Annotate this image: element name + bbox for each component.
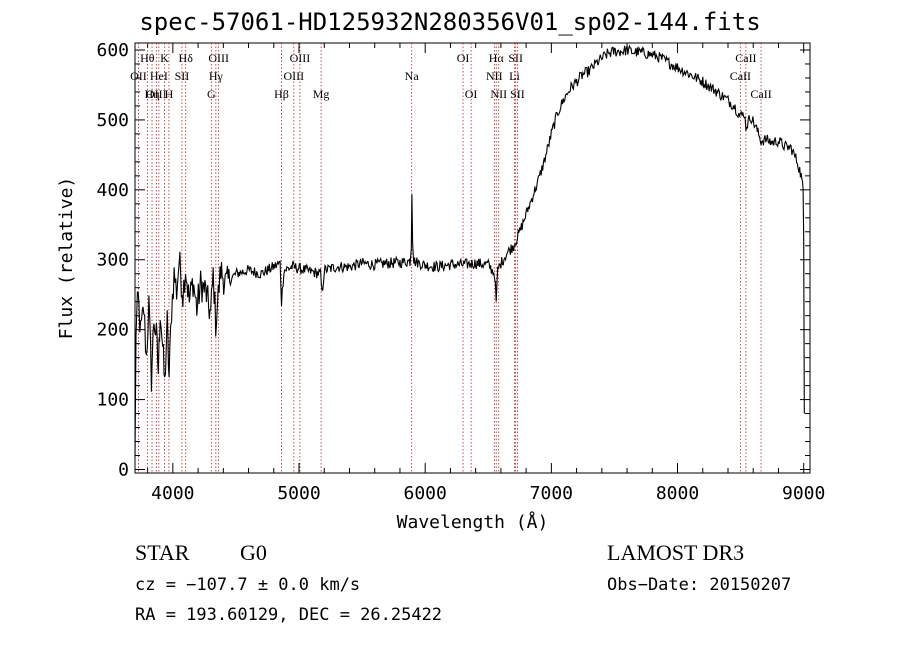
line-marker-label: CaII [735,51,756,65]
x-tick-label: 8000 [656,483,699,504]
line-marker-label: CaII [750,87,771,101]
line-marker-label: Hγ [209,69,224,83]
line-marker-label: NII [486,69,503,83]
subclass-label: G0 [240,540,267,565]
y-tick-label: 500 [96,110,129,131]
survey-label: LAMOST DR3 [607,540,745,565]
line-marker-label: OIII [208,51,229,65]
line-marker-label: OIII [146,87,167,101]
x-axis-label: Wavelength (Å) [397,511,549,533]
line-marker-label: Na [405,69,420,83]
line-marker-label: OI [465,87,478,101]
redshift-line: cz = −107.7 ± 0.0 km/s [135,575,361,595]
coordinates-line: RA = 193.60129, DEC = 26.25422 [135,605,443,625]
obs-date: Obs−Date: 20150207 [607,575,792,595]
line-marker-label: G [207,87,216,101]
line-marker-label: Hα [489,51,505,65]
line-marker-label: OIII [290,51,311,65]
line-marker-label: H [165,87,174,101]
line-marker-label: NII [490,87,507,101]
y-axis-label: Flux (relative) [56,177,77,340]
line-marker-label: Hδ [179,51,194,65]
line-marker-label: CaII [730,69,751,83]
line-marker-label: Li [509,69,520,83]
line-marker-label: SII [510,87,525,101]
class-label: STAR [135,540,190,565]
x-tick-label: 7000 [530,483,573,504]
y-tick-label: 100 [96,390,129,411]
line-marker-label: K [160,51,169,65]
line-marker-label: OI [457,51,470,65]
x-tick-label: 5000 [277,483,320,504]
line-marker-label: HeI [150,69,168,83]
line-marker-label: Hθ [140,51,155,65]
y-tick-label: 0 [118,460,129,481]
x-tick-label: 6000 [404,483,447,504]
y-tick-label: 300 [96,250,129,271]
spectrum-line [134,44,805,458]
y-tick-label: 200 [96,320,129,341]
plot-frame [134,42,811,474]
line-marker-label: Hη [145,87,160,101]
line-marker-label: SII [508,51,523,65]
y-tick-label: 400 [96,180,129,201]
line-marker-label: OIII [284,69,305,83]
line-marker-label: Hβ [274,87,289,101]
y-tick-label: 600 [96,40,129,61]
x-tick-label: 9000 [782,483,825,504]
x-tick-label: 4000 [151,483,194,504]
chart-title: spec-57061-HD125932N280356V01_sp02-144.f… [139,8,761,36]
line-marker-label: OII [130,69,147,83]
line-marker-label: Mg [313,87,330,101]
line-marker-label: SII [175,69,190,83]
